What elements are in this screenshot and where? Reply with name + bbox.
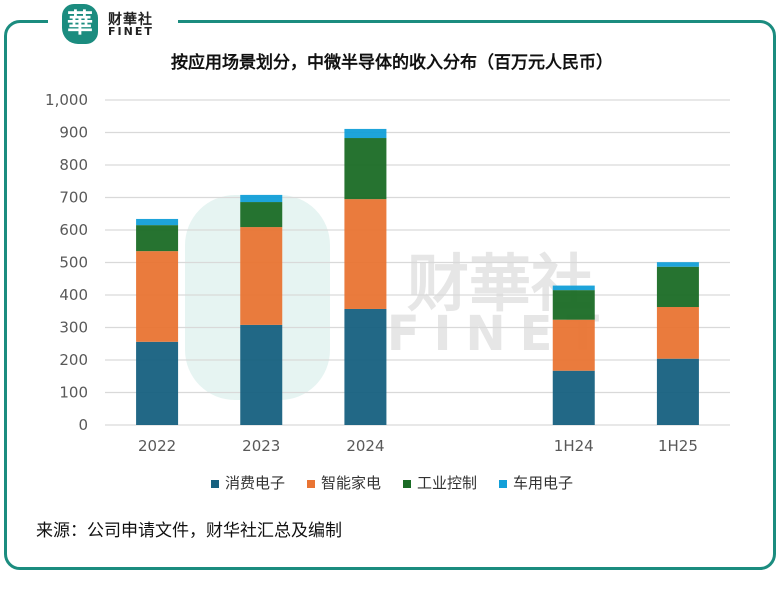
legend-swatch bbox=[210, 479, 219, 488]
bar-segment-消费电子 bbox=[552, 370, 595, 425]
legend-item: 车用电子 bbox=[499, 472, 573, 493]
bar-segment-工业控制 bbox=[240, 202, 283, 228]
y-tick-label: 400 bbox=[59, 286, 88, 304]
bar-segment-工业控制 bbox=[136, 225, 179, 252]
bar-segment-车用电子 bbox=[656, 262, 699, 267]
y-tick-label: 900 bbox=[59, 124, 88, 142]
logo-text-cn: 财華社 bbox=[108, 12, 153, 28]
legend-label: 消费电子 bbox=[224, 474, 285, 492]
y-tick-label: 300 bbox=[59, 319, 88, 337]
legend-swatch bbox=[403, 479, 411, 488]
bar-segment-车用电子 bbox=[136, 218, 179, 226]
bar-segment-车用电子 bbox=[344, 128, 387, 139]
x-tick-label: 1H25 bbox=[658, 437, 698, 455]
legend-swatch bbox=[499, 479, 508, 488]
bar-segment-智能家电 bbox=[240, 227, 283, 325]
y-tick-label: 800 bbox=[59, 156, 88, 174]
bar-segment-智能家电 bbox=[344, 199, 387, 309]
bar-segment-工业控制 bbox=[656, 266, 699, 308]
chart-frame bbox=[4, 20, 776, 570]
logo-text-en: FINET bbox=[108, 25, 154, 38]
legend-item: 工业控制 bbox=[403, 472, 477, 493]
chart-title: 按应用场景划分，中微半导体的收入分布（百万元人民币） bbox=[171, 53, 613, 73]
bar-segment-智能家电 bbox=[552, 319, 595, 371]
bar-segment-车用电子 bbox=[552, 285, 595, 291]
bar-segment-智能家电 bbox=[656, 307, 699, 359]
y-tick-label: 100 bbox=[59, 384, 88, 402]
y-tick-label: 1,000 bbox=[45, 91, 88, 109]
x-tick-label: 2023 bbox=[242, 437, 280, 455]
bar-segment-消费电子 bbox=[240, 324, 283, 425]
legend-item: 智能家电 bbox=[306, 472, 381, 493]
x-tick-label: 2024 bbox=[346, 437, 384, 455]
finet-logo-badge: 華 bbox=[62, 4, 98, 44]
bar-segment-消费电子 bbox=[344, 308, 387, 425]
legend: 消费电子 智能家电 工业控制 车用电子 bbox=[0, 472, 784, 493]
y-tick-label: 500 bbox=[59, 254, 88, 272]
legend-label: 智能家电 bbox=[320, 474, 381, 492]
legend-label: 工业控制 bbox=[417, 474, 478, 492]
bar-segment-消费电子 bbox=[656, 358, 699, 425]
legend-item: 消费电子 bbox=[210, 472, 285, 493]
y-tick-label: 200 bbox=[59, 351, 88, 369]
bar-segment-车用电子 bbox=[240, 194, 283, 203]
x-tick-label: 1H24 bbox=[554, 437, 594, 455]
bar-segment-工业控制 bbox=[344, 138, 387, 200]
legend-swatch bbox=[306, 479, 315, 488]
bar-segment-智能家电 bbox=[136, 251, 179, 342]
y-tick-label: 0 bbox=[78, 416, 88, 434]
legend-label: 车用电子 bbox=[513, 474, 574, 492]
source-note: 来源：公司申请文件，财华社汇总及编制 bbox=[36, 521, 342, 541]
x-tick-label: 2022 bbox=[138, 437, 176, 455]
bar-segment-工业控制 bbox=[552, 290, 595, 320]
y-tick-label: 600 bbox=[59, 221, 88, 239]
bar-segment-消费电子 bbox=[136, 341, 179, 425]
y-tick-label: 700 bbox=[59, 189, 88, 207]
